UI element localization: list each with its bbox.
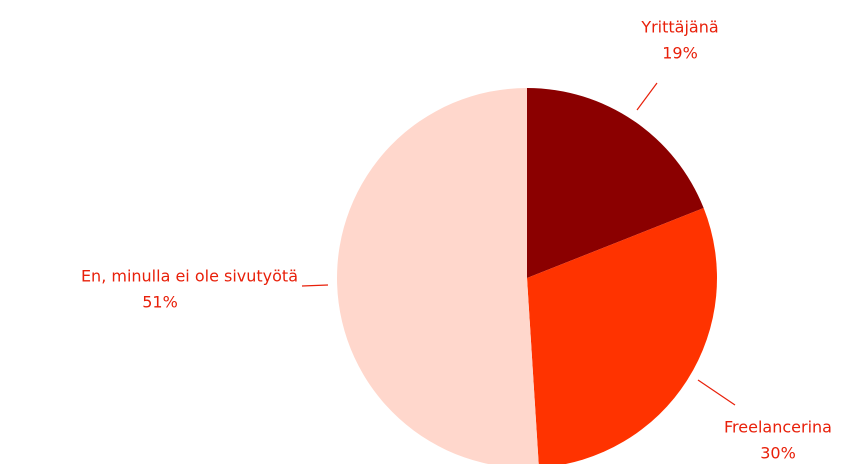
leader-line (301, 284, 329, 287)
slice-label: Freelancerina (724, 418, 832, 437)
pie-slice (337, 88, 539, 464)
slice-label: Yrittäjänä (640, 18, 718, 37)
slice-value-label: 30% (760, 444, 796, 463)
slice-value-label: 51% (142, 293, 178, 312)
leader-line (697, 379, 736, 406)
leader-line (636, 82, 658, 111)
pie-slice (527, 88, 704, 278)
slice-label: En, minulla ei ole sivutyötä (81, 267, 298, 286)
slice-value-label: 19% (662, 44, 698, 63)
pie-slice (527, 208, 717, 464)
